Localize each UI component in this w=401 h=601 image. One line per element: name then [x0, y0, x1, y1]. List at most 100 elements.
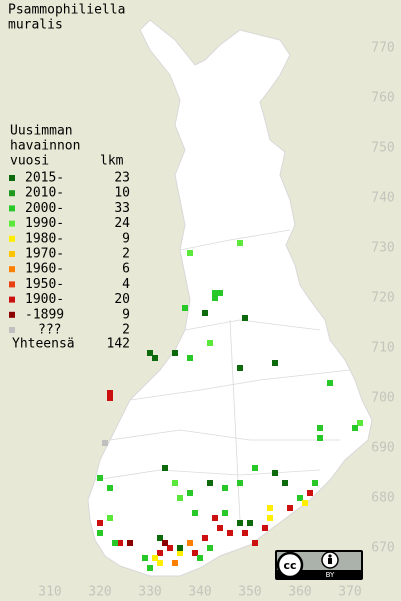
legend-label: ???: [38, 323, 61, 338]
observation-square: [197, 555, 203, 561]
x-tick-label: 330: [138, 585, 161, 600]
legend-swatch: [9, 311, 15, 318]
legend-swatch: [9, 175, 15, 181]
legend-label: 2010-: [25, 186, 64, 201]
x-tick-label: 310: [38, 585, 61, 600]
legend-swatch: [9, 220, 15, 227]
observation-square: [97, 475, 103, 481]
y-tick-label: 760: [371, 91, 394, 106]
legend-swatch: [9, 281, 15, 288]
observation-square: [97, 530, 103, 536]
observation-square: [157, 560, 163, 566]
x-tick-label: 370: [338, 585, 361, 600]
observation-square: [307, 490, 313, 496]
legend-swatch: [9, 235, 15, 242]
observation-square: [327, 380, 333, 386]
observation-square: [177, 545, 183, 551]
observation-square: [107, 395, 113, 401]
observation-square: [157, 535, 163, 541]
observation-square: [207, 340, 213, 346]
x-tick-label: 350: [238, 585, 261, 600]
observation-square: [237, 365, 243, 371]
observation-square: [317, 425, 323, 431]
y-tick-label: 670: [371, 541, 394, 556]
title-line: muralis: [8, 18, 63, 33]
legend-count: 2: [122, 323, 130, 338]
x-tick-label: 360: [288, 585, 311, 600]
observation-square: [147, 350, 153, 356]
legend-count: 9: [122, 231, 130, 246]
observation-square: [177, 550, 183, 556]
y-tick-label: 730: [371, 241, 394, 256]
observation-square: [222, 485, 228, 491]
observation-square: [227, 530, 233, 536]
legend-label: 1900-: [25, 292, 64, 307]
observation-square: [187, 355, 193, 361]
observation-square: [187, 250, 193, 256]
observation-square: [212, 515, 218, 521]
observation-square: [102, 440, 108, 446]
legend-heading: Uusimman: [10, 124, 73, 139]
observation-square: [152, 355, 158, 361]
legend-label: 1960-: [25, 262, 64, 277]
observation-square: [237, 480, 243, 486]
y-tick-label: 690: [371, 441, 394, 456]
observation-square: [242, 530, 248, 536]
legend-label: 2015-: [25, 171, 64, 186]
observation-square: [207, 545, 213, 551]
observation-square: [172, 480, 178, 486]
cc-icon: [276, 551, 304, 579]
legend-total: 142: [107, 337, 130, 352]
observation-square: [117, 540, 123, 546]
country-outline: [87, 19, 373, 577]
observation-square: [282, 480, 288, 486]
observation-square: [212, 295, 218, 301]
by-head: [328, 554, 332, 558]
observation-square: [267, 515, 273, 521]
legend-count: 4: [122, 277, 130, 292]
observation-square: [192, 550, 198, 556]
observation-square: [222, 510, 228, 516]
observation-square: [167, 545, 173, 551]
observation-square: [237, 520, 243, 526]
observation-square: [217, 525, 223, 531]
legend-label: 1980-: [25, 231, 64, 246]
legend-heading: vuosi: [10, 154, 49, 169]
observation-square: [107, 390, 113, 396]
observation-square: [217, 290, 223, 296]
legend-count: 6: [122, 262, 130, 277]
observation-square: [192, 510, 198, 516]
legend-label: 2000-: [25, 201, 64, 216]
observation-square: [302, 500, 308, 506]
y-tick-label: 740: [371, 191, 394, 206]
observation-square: [237, 240, 243, 246]
observation-square: [267, 505, 273, 511]
observation-square: [252, 540, 258, 546]
legend-count-header: lkm: [100, 154, 124, 169]
x-tick-label: 320: [88, 585, 111, 600]
legend-label: -1899: [25, 307, 64, 322]
observation-square: [272, 470, 278, 476]
observation-square: [187, 540, 193, 546]
y-tick-label: 700: [371, 391, 394, 406]
observation-square: [182, 305, 188, 311]
legend-label: 1970-: [25, 247, 64, 262]
region-borders: [94, 229, 351, 521]
y-tick-label: 750: [371, 141, 394, 156]
title-line: Psammophiliella: [8, 3, 125, 18]
observation-square: [112, 540, 118, 546]
legend-count: 24: [114, 216, 130, 231]
y-tick-label: 720: [371, 291, 394, 306]
observation-square: [172, 350, 178, 356]
observation-square: [147, 565, 153, 571]
observation-square: [262, 525, 268, 531]
legend-heading: havainnon: [10, 139, 80, 154]
observation-square: [107, 485, 113, 491]
legend-swatch: [9, 205, 15, 212]
legend-count: 33: [114, 201, 130, 216]
observation-square: [162, 540, 168, 546]
legend-count: 20: [114, 292, 130, 307]
legend-swatch: [9, 190, 15, 197]
